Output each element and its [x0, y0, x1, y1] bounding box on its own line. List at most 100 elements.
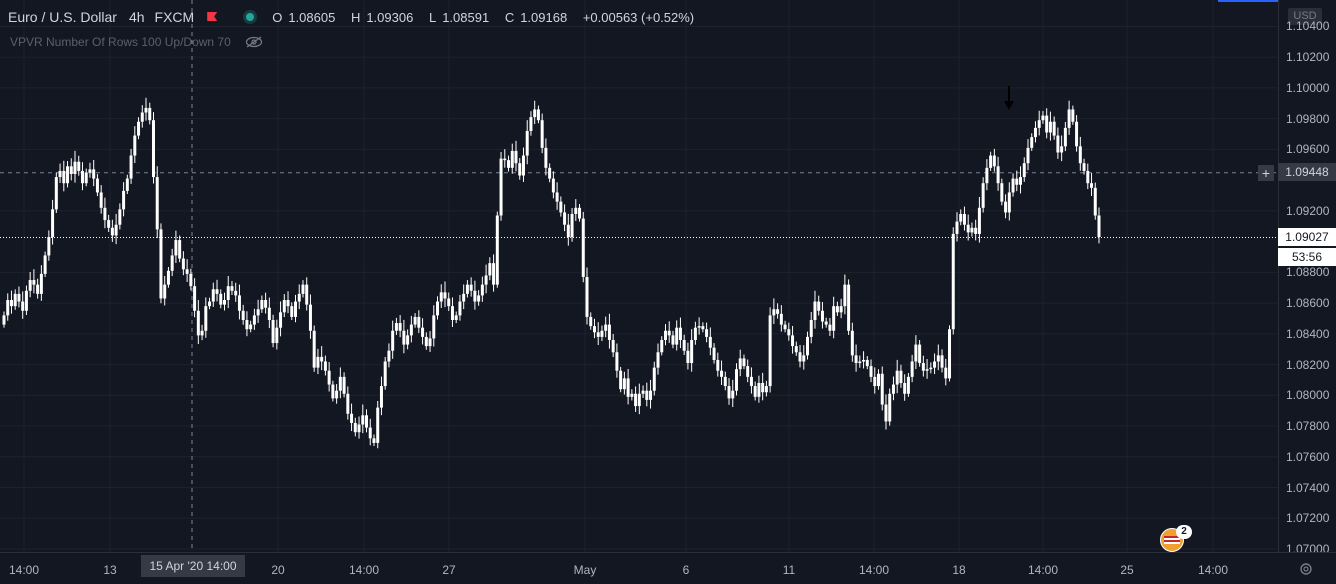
- candle-body: [62, 170, 66, 184]
- us-flag-news-icon[interactable]: [1160, 528, 1184, 552]
- time-tick-label: 14:00: [858, 563, 890, 577]
- candle-body: [761, 383, 765, 393]
- timeframe-label[interactable]: 4h: [128, 9, 145, 25]
- candle-body: [701, 326, 705, 330]
- candle-body: [484, 275, 488, 285]
- candle-body: [32, 280, 36, 285]
- candle-body: [353, 422, 357, 433]
- candle-body: [1060, 146, 1064, 153]
- candle-body: [387, 350, 391, 362]
- candle-body: [805, 336, 809, 356]
- candle-body: [447, 298, 451, 307]
- candle-body: [645, 390, 649, 400]
- candle-body: [394, 323, 398, 331]
- candle-body: [249, 324, 253, 330]
- candle-body: [1015, 178, 1019, 185]
- candle-body: [521, 155, 525, 176]
- market-status-icon[interactable]: [246, 13, 255, 21]
- price-tick-label: 1.09800: [1286, 111, 1330, 126]
- candle-body: [757, 383, 761, 397]
- candle-body: [802, 355, 806, 362]
- candle-body: [439, 292, 443, 302]
- candle-body: [271, 319, 275, 344]
- candle-body: [346, 393, 350, 414]
- candle-body: [260, 300, 264, 310]
- candle-body: [858, 361, 862, 364]
- candle-body: [641, 390, 645, 394]
- candle-body: [409, 324, 413, 336]
- time-tick-label: May: [573, 563, 597, 577]
- candle-body: [779, 313, 783, 325]
- indicator-label: VPVR Number Of Rows 100 Up/Down 70: [10, 35, 231, 49]
- candle-body: [398, 323, 402, 331]
- candle-body: [675, 327, 679, 345]
- candle-body: [335, 390, 339, 399]
- candle-body: [585, 276, 589, 317]
- currency-badge[interactable]: USD: [1288, 8, 1322, 25]
- candle-body: [551, 178, 555, 193]
- ohlc-values: O 1.08605 H 1.09306 L 1.08591 C 1.09168 +0.0…: [272, 10, 700, 25]
- candle-body: [906, 376, 910, 394]
- time-tick-label: 14:00: [348, 563, 380, 577]
- candle-body: [144, 107, 148, 113]
- candle-body: [996, 166, 1000, 184]
- candle-body: [140, 112, 144, 122]
- price-chart-canvas[interactable]: [0, 0, 1278, 552]
- candle-body: [1086, 170, 1090, 184]
- candle-body: [219, 293, 223, 305]
- candle-body: [323, 361, 327, 371]
- candle-body: [649, 390, 653, 400]
- candle-body: [402, 330, 406, 345]
- candle-body: [159, 229, 163, 299]
- candle-body: [428, 338, 432, 347]
- symbol-title[interactable]: Euro / U.S. Dollar: [8, 9, 117, 25]
- flag-icon[interactable]: [206, 11, 218, 23]
- price-tick-label: 1.07800: [1286, 419, 1330, 434]
- indicator-legend[interactable]: VPVR Number Of Rows 100 Up/Down 70: [10, 35, 263, 49]
- candle-body: [764, 386, 768, 393]
- candle-body: [555, 192, 559, 202]
- candle-body: [237, 295, 241, 311]
- last-price-label: 1.09027: [1278, 228, 1336, 246]
- candle-body: [312, 330, 316, 368]
- candle-body: [824, 321, 828, 325]
- candle-body: [1078, 146, 1082, 164]
- candle-body: [615, 352, 619, 371]
- candle-body: [850, 330, 854, 356]
- add-alert-plus-icon[interactable]: +: [1258, 165, 1274, 181]
- candle-body: [80, 170, 84, 184]
- news-count-badge[interactable]: 2: [1176, 525, 1192, 539]
- candle-body: [962, 213, 966, 225]
- candle-body: [514, 150, 518, 164]
- candle-body: [716, 359, 720, 371]
- close-value: 1.09168: [520, 9, 568, 25]
- candle-body: [880, 373, 884, 405]
- candle-body: [350, 413, 354, 423]
- price-axis[interactable]: [1278, 0, 1336, 552]
- candle-body: [114, 224, 118, 236]
- candle-body: [1022, 163, 1026, 178]
- eye-hidden-icon[interactable]: [245, 36, 263, 48]
- candle-body: [215, 289, 219, 294]
- candle-body: [723, 376, 727, 387]
- candle-body: [727, 386, 731, 399]
- open-label: O: [272, 9, 283, 25]
- candle-body: [518, 163, 522, 176]
- candle-body: [611, 339, 615, 353]
- candle-body: [148, 107, 152, 121]
- candle-body: [54, 177, 58, 210]
- candle-body: [357, 424, 361, 433]
- candle-body: [301, 284, 305, 294]
- candle-body: [361, 415, 365, 425]
- candle-body: [166, 270, 170, 285]
- candle-body: [95, 178, 99, 193]
- candle-body: [170, 255, 174, 271]
- gear-icon[interactable]: [1298, 561, 1314, 577]
- time-tick-label: 25: [1120, 563, 1134, 577]
- candle-body: [843, 284, 847, 307]
- candle-body: [678, 327, 682, 340]
- candle-body: [1026, 147, 1030, 164]
- candle-body: [959, 213, 963, 222]
- price-tick-label: 1.10200: [1286, 50, 1330, 65]
- candle-body: [596, 332, 600, 337]
